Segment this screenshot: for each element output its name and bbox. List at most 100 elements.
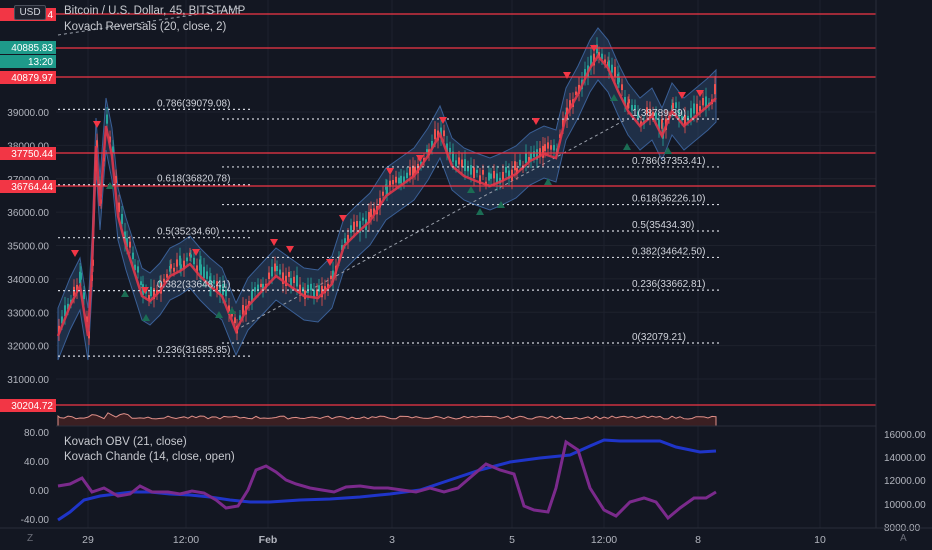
candle-body — [403, 176, 405, 183]
candle-body — [544, 144, 546, 152]
candle-body — [485, 181, 487, 185]
chande-legend[interactable]: Kovach Chande (14, close, open) — [64, 451, 235, 463]
price-tick: 34000.00 — [7, 275, 49, 286]
candle-body — [313, 289, 315, 298]
fib-label-left: 0.382(33648.41) — [157, 280, 230, 291]
candle-body — [170, 264, 172, 269]
fib-label-left: 0.5(35234.60) — [157, 227, 219, 238]
candle-body — [58, 325, 60, 334]
candle-body — [169, 265, 171, 272]
trend-line-upper[interactable] — [57, 7, 241, 36]
candle-body — [61, 316, 63, 324]
candle-body — [461, 159, 463, 168]
time-tick: 12:00 — [173, 534, 199, 546]
candle-body — [464, 159, 466, 171]
candle-body — [681, 116, 683, 121]
candle-body — [628, 99, 630, 104]
horizontal-levels[interactable] — [56, 13, 876, 406]
level-box — [0, 399, 56, 412]
fibonacci-retracements[interactable]: 0.786(39079.08) 0.618(36820.78) 0.5(35234.… — [58, 98, 720, 357]
currency-badge[interactable]: USD — [14, 5, 46, 20]
candle-body — [318, 285, 320, 292]
oscillator-tick: 80.00 — [24, 428, 49, 439]
fib-label-left: 0.786(39079.08) — [157, 98, 230, 109]
candle-body — [302, 287, 304, 292]
candle-body — [251, 290, 253, 302]
level-box — [0, 147, 56, 160]
candle-body — [550, 145, 552, 150]
candle-body — [254, 287, 256, 292]
candle-body — [618, 77, 620, 83]
candle-body — [516, 167, 518, 175]
candle-body — [186, 257, 188, 262]
moving-average-line — [56, 53, 717, 337]
candle-body — [262, 283, 264, 291]
candle-body — [409, 166, 411, 176]
candle-body — [106, 114, 108, 124]
indicator-legend[interactable]: Kovach Reversals (20, close, 2) — [64, 21, 227, 33]
candle-body — [493, 170, 495, 179]
candle-body — [382, 191, 384, 196]
candle-body — [637, 111, 639, 119]
candle-body — [206, 271, 208, 279]
buy-marker — [106, 182, 114, 189]
level-box — [0, 71, 56, 84]
candle-body — [83, 292, 85, 300]
candle-body — [140, 281, 142, 286]
candle-body — [341, 244, 343, 251]
sell-marker — [71, 250, 79, 257]
candle-body — [702, 98, 704, 106]
obv-legend[interactable]: Kovach OBV (21, close) — [64, 436, 187, 448]
chande-line — [57, 439, 717, 521]
candle-body — [395, 176, 397, 183]
price-tick: 31000.00 — [7, 375, 49, 386]
current-price-box-text: 40885.83 — [11, 43, 53, 54]
buy-marker — [623, 143, 631, 150]
candle-body — [598, 52, 600, 58]
candle-body — [476, 169, 478, 173]
candle-body — [200, 264, 202, 276]
candle-body — [699, 106, 701, 112]
candle-body — [344, 238, 346, 244]
zoom-icon[interactable]: Z — [27, 533, 34, 544]
volume-area — [57, 412, 717, 427]
time-tick: Feb — [259, 534, 278, 546]
candle-body — [470, 165, 472, 175]
candle-body — [536, 149, 538, 160]
oscillator-tick: 0.00 — [30, 486, 50, 497]
price-axis[interactable]: 39000.0038000.0037000.0036000.0035000.00… — [7, 108, 49, 526]
obv-tick: 16000.00 — [884, 430, 926, 441]
candle-body — [73, 286, 75, 296]
sell-marker — [439, 117, 447, 124]
auto-scale-button[interactable]: A — [900, 533, 907, 544]
candle-body — [502, 171, 504, 182]
candle-body — [196, 265, 198, 274]
buy-marker — [610, 94, 618, 101]
candle-body — [661, 119, 663, 129]
level-box-text: 40879.97 — [11, 73, 53, 84]
time-tick: 29 — [82, 534, 94, 546]
candle-body — [655, 112, 657, 120]
sell-marker — [590, 45, 598, 52]
candle-body — [293, 276, 295, 283]
candle-body — [649, 108, 651, 118]
candle-body — [392, 179, 394, 185]
candle-body — [166, 274, 168, 278]
sell-marker — [339, 215, 347, 222]
time-axis[interactable]: 29 12:00 Feb 3 5 12:00 8 10 — [0, 527, 932, 546]
buy-marker — [476, 208, 484, 215]
candle-body — [528, 157, 530, 162]
candle-body — [496, 173, 498, 183]
candle-body — [530, 153, 532, 162]
candle-body — [193, 257, 195, 265]
candle-body — [379, 198, 381, 208]
symbol-title[interactable]: Bitcoin / U.S. Dollar, 45, BITSTAMP — [64, 5, 246, 17]
candle-body — [621, 84, 623, 91]
candle-body — [705, 96, 707, 108]
price-tick: 39000.00 — [7, 108, 49, 119]
candle-body — [467, 166, 469, 172]
candle-body — [225, 289, 227, 297]
candle-body — [458, 157, 460, 165]
